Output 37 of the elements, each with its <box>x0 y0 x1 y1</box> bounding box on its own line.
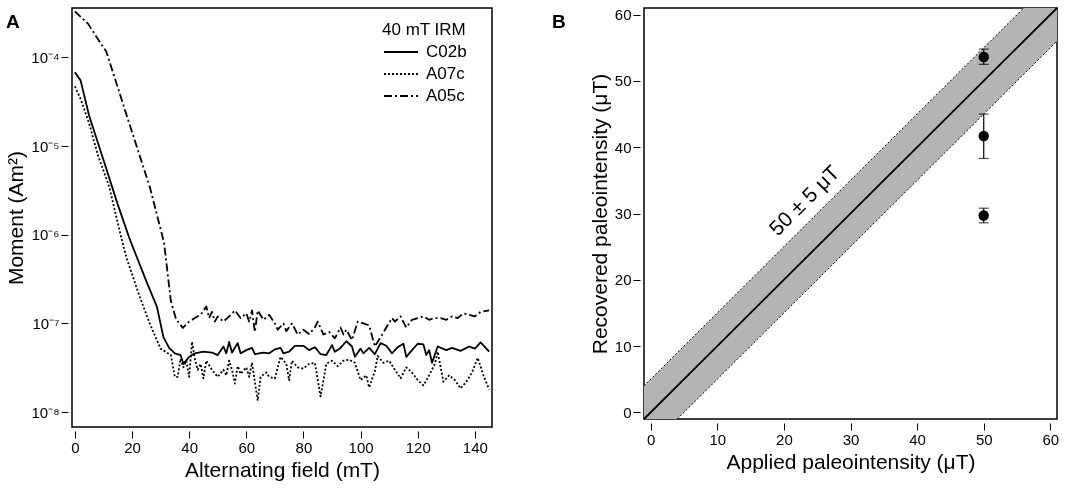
x-tick-label: 60 <box>238 438 256 456</box>
y-tick-label: 10⁻⁶ <box>31 226 60 244</box>
x-tick-label: 40 <box>181 438 198 456</box>
y-tick-label: 10⁻⁸ <box>31 403 60 421</box>
x-tick-label: 60 <box>1042 430 1060 448</box>
x-tick-label: 20 <box>124 438 141 456</box>
x-tick-label: 80 <box>295 438 313 456</box>
y-tick-label: 10⁻⁵ <box>31 137 60 155</box>
x-tick-label: 100 <box>348 438 374 456</box>
x-tick-label: 0 <box>646 430 656 448</box>
y-tick-label: 30 <box>614 205 632 222</box>
legend-label: A07c <box>426 64 466 83</box>
y-tick-label: 10⁻⁷ <box>32 314 60 332</box>
x-tick-label: 10 <box>709 430 727 448</box>
x-tick-label: 30 <box>842 430 860 448</box>
y-tick-label: 0 <box>623 403 632 421</box>
x-axis-title: Alternating field (mT) <box>185 457 380 481</box>
y-tick-label: 60 <box>614 6 632 24</box>
legend-title: 40 mT IRM <box>382 20 466 39</box>
x-tick-label: 40 <box>909 430 926 448</box>
y-tick-label: 20 <box>614 271 632 289</box>
text: B <box>552 11 566 32</box>
y-tick-label: 10 <box>614 337 632 355</box>
x-tick-label: 50 <box>975 430 993 448</box>
legend-label: C02b <box>426 42 467 61</box>
x-tick-label: 20 <box>776 430 793 448</box>
x-tick-label: 140 <box>462 438 488 456</box>
x-tick-label: 0 <box>71 438 80 456</box>
text: A <box>6 11 20 32</box>
legend-label: A05c <box>426 86 466 105</box>
y-axis-title: Moment (Am²) <box>4 150 28 286</box>
x-axis-title: Applied paleointensity (μT) <box>726 449 976 473</box>
y-tick-label: 10⁻⁴ <box>31 48 60 66</box>
y-tick-label: 50 <box>614 72 632 90</box>
y-tick-label: 40 <box>614 138 632 156</box>
x-tick-label: 120 <box>405 438 431 456</box>
y-axis-title: Recovered paleointensity (μT) <box>587 73 611 355</box>
